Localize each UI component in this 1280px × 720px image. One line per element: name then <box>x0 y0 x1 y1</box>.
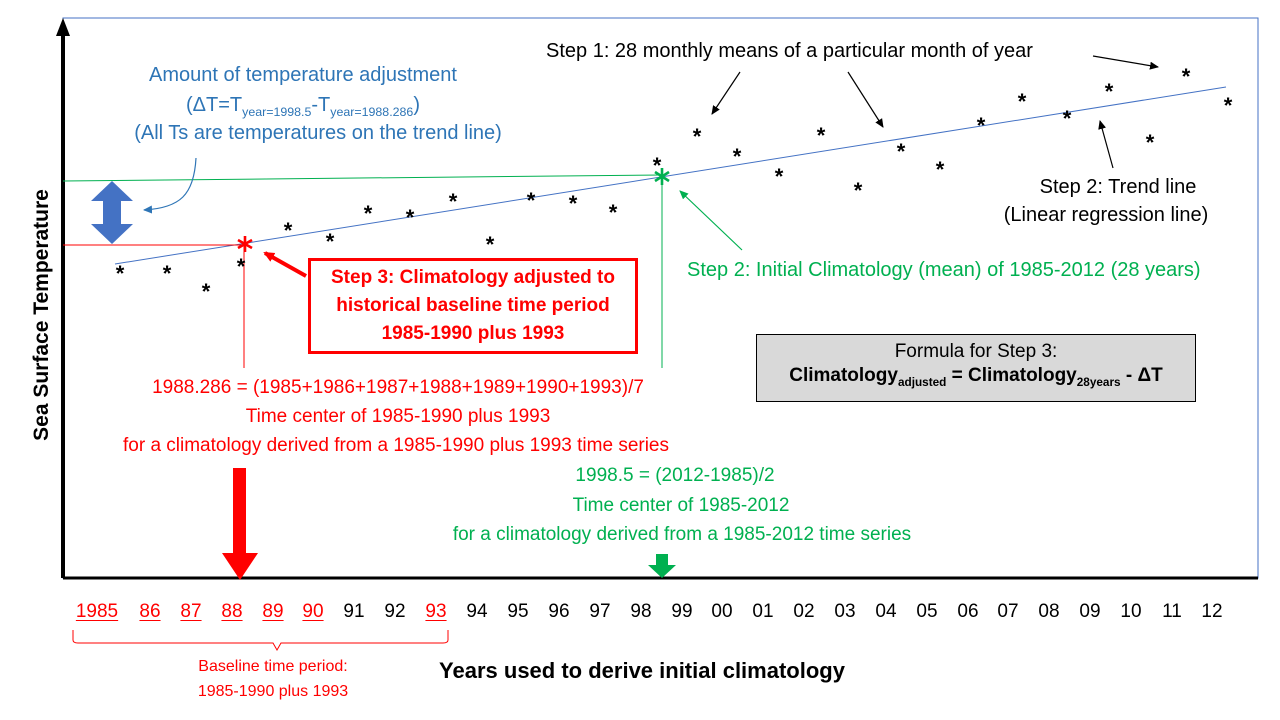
monthly-mean-point-2012: * <box>1224 93 1233 118</box>
step3-box-line-2: historical baseline time period <box>336 295 610 316</box>
monthly-mean-point-2004: * <box>897 139 906 164</box>
step3-arrow <box>263 251 307 278</box>
monthly-mean-point-1986: * <box>163 261 172 286</box>
monthly-mean-point-2009: * <box>1105 79 1114 104</box>
monthly-mean-point-1997: * <box>609 200 618 225</box>
red-center-line-3: for a climatology derived from a 1985-19… <box>122 435 670 456</box>
formula-box: Formula for Step 3: Climatologyadjusted … <box>756 334 1196 402</box>
green-reference-line <box>62 174 663 182</box>
formula-expression: Climatologyadjusted = Climatology28years… <box>789 365 1163 389</box>
year-label-90: 90 <box>302 601 324 622</box>
monthly-mean-point-1990: * <box>326 229 335 254</box>
adjustment-pointer <box>143 157 197 214</box>
year-label-87: 87 <box>180 601 202 622</box>
year-label-92: 92 <box>384 601 406 622</box>
monthly-mean-point-1995: * <box>527 188 536 213</box>
step2-trend-label-1: Step 2: Trend line <box>1039 176 1197 198</box>
step3-box-line-3: 1985-1990 plus 1993 <box>381 323 565 344</box>
baseline-label-2: 1985-1990 plus 1993 <box>197 683 349 700</box>
monthly-mean-point-2011: * <box>1182 64 1191 89</box>
year-label-96: 96 <box>548 601 570 622</box>
step1-label: Step 1: 28 monthly means of a particular… <box>546 40 1033 62</box>
red-center-line-2: Time center of 1985-1990 plus 1993 <box>245 406 551 427</box>
year-label-03: 03 <box>834 601 856 622</box>
year-label-11: 11 <box>1162 601 1182 622</box>
year-label-04: 04 <box>875 601 897 622</box>
delta-t-double-arrow <box>91 181 133 244</box>
step3-box: Step 3: Climatology adjusted to historic… <box>308 258 638 354</box>
year-label-88: 88 <box>221 601 243 622</box>
green-center-line-3: for a climatology derived from a 1985-20… <box>452 524 912 545</box>
formula-title: Formula for Step 3: <box>894 341 1058 362</box>
year-label-94: 94 <box>466 601 488 622</box>
step2-climatology-marker <box>654 168 670 185</box>
adjustment-title: Amount of temperature adjustment <box>149 64 457 86</box>
monthly-mean-point-1993: * <box>449 189 458 214</box>
green-center-line-1: 1998.5 = (2012-1985)/2 <box>575 465 775 486</box>
year-label-12: 12 <box>1201 601 1223 622</box>
monthly-mean-point-1991: * <box>364 201 373 226</box>
step1-arrow-1 <box>711 71 741 115</box>
year-label-00: 00 <box>711 601 733 622</box>
year-label-97: 97 <box>589 601 611 622</box>
step1-arrow-2 <box>847 71 884 128</box>
monthly-mean-point-1999: * <box>693 124 702 149</box>
monthly-mean-point-1987: * <box>202 279 211 304</box>
year-label-93: 93 <box>425 601 447 622</box>
monthly-mean-point-2008: * <box>1063 106 1072 131</box>
initial-climatology-arrow <box>679 190 743 251</box>
year-label-95: 95 <box>507 601 529 622</box>
baseline-bracket <box>72 630 449 652</box>
trend-line-arrow <box>1098 120 1114 169</box>
step3-adjusted-marker <box>237 236 253 252</box>
green-down-arrow <box>648 554 676 578</box>
monthly-mean-point-2005: * <box>936 157 945 182</box>
step2-initial-label: Step 2: Initial Climatology (mean) of 19… <box>687 259 1201 281</box>
year-label-86: 86 <box>139 601 161 622</box>
year-label-09: 09 <box>1079 601 1101 622</box>
year-label-07: 07 <box>997 601 1019 622</box>
green-center-line-2: Time center of 1985-2012 <box>572 495 790 516</box>
year-label-10: 10 <box>1120 601 1142 622</box>
step1-arrow-3 <box>1092 55 1159 70</box>
y-axis-label: Sea Surface Temperature <box>30 189 53 441</box>
monthly-mean-point-2007: * <box>1018 89 1027 114</box>
year-label-05: 05 <box>916 601 938 622</box>
monthly-mean-point-2006: * <box>977 113 986 138</box>
monthly-mean-point-1985: * <box>116 261 125 286</box>
monthly-mean-point-1996: * <box>569 191 578 216</box>
monthly-mean-point-1992: * <box>406 205 415 230</box>
year-label-06: 06 <box>957 601 979 622</box>
monthly-mean-point-1994: * <box>486 232 495 257</box>
baseline-label-1: Baseline time period: <box>198 658 348 675</box>
step2-trend-label-2: (Linear regression line) <box>1003 204 1209 226</box>
monthly-mean-point-2002: * <box>817 123 826 148</box>
year-label-01: 01 <box>752 601 774 622</box>
red-down-arrow <box>222 468 258 580</box>
monthly-mean-point-1989: * <box>284 218 293 243</box>
monthly-mean-point-1988: * <box>237 254 246 279</box>
year-label-02: 02 <box>793 601 815 622</box>
year-label-89: 89 <box>262 601 284 622</box>
step3-box-line-1: Step 3: Climatology adjusted to <box>331 267 615 288</box>
monthly-mean-point-1998: * <box>653 153 662 178</box>
year-label-99: 99 <box>671 601 693 622</box>
monthly-mean-point-2000: * <box>733 144 742 169</box>
monthly-mean-point-2001: * <box>775 164 784 189</box>
year-label-91: 91 <box>343 601 365 622</box>
red-center-line-1: 1988.286 = (1985+1986+1987+1988+1989+199… <box>152 377 644 398</box>
adjustment-formula: (ΔT=Tyear=1998.5-Tyear=1988.286) <box>186 94 420 119</box>
y-axis-arrowhead <box>56 18 70 36</box>
monthly-mean-point-2010: * <box>1146 130 1155 155</box>
year-label-08: 08 <box>1038 601 1060 622</box>
monthly-mean-point-2003: * <box>854 178 863 203</box>
year-label-1985: 1985 <box>75 601 119 622</box>
trend-line <box>114 86 1227 265</box>
adjustment-note: (All Ts are temperatures on the trend li… <box>134 122 502 144</box>
year-label-98: 98 <box>630 601 652 622</box>
x-axis-label: Years used to derive initial climatology <box>439 658 845 683</box>
